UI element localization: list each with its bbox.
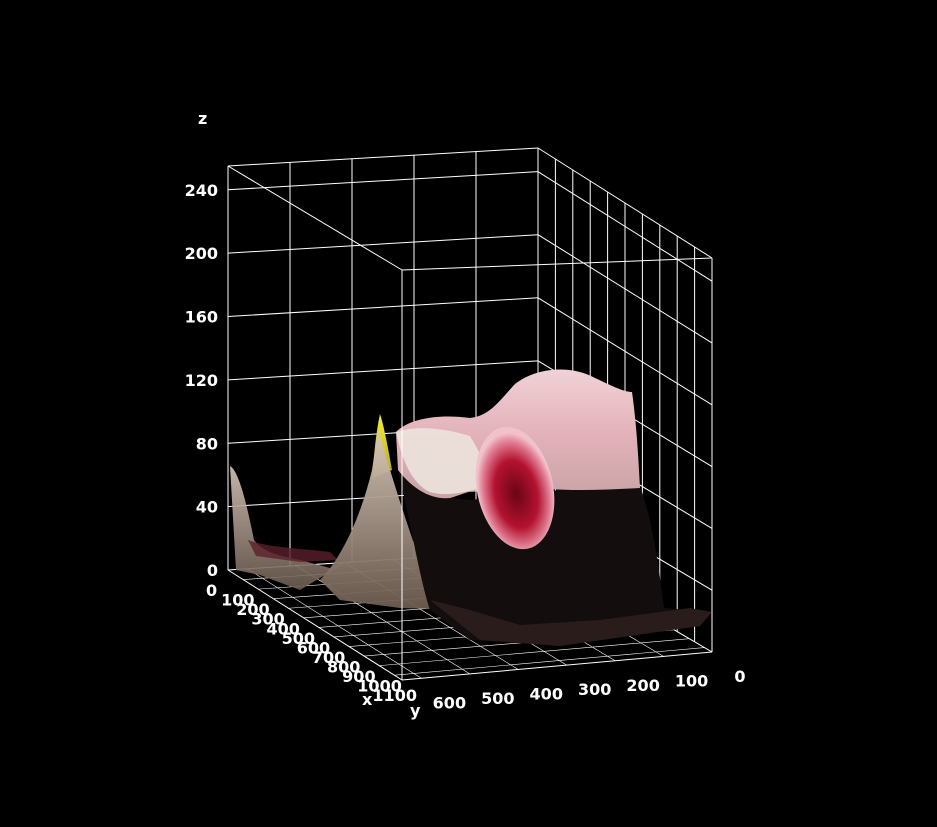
x-tick-label: 1100 xyxy=(372,686,417,705)
surface-mesh xyxy=(230,369,712,646)
x-tick-label: 0 xyxy=(206,581,217,600)
surface-left-band xyxy=(248,540,338,562)
x-tick-label: 1000 xyxy=(357,677,402,696)
z-axis-ticks: 0 40 80 120 160 200 240 xyxy=(185,181,218,580)
z-tick-label: 240 xyxy=(185,181,218,200)
y-tick-label: 200 xyxy=(626,676,659,695)
y-tick-label: 500 xyxy=(481,689,514,708)
z-tick-label: 40 xyxy=(196,498,218,517)
box-edge xyxy=(227,569,403,681)
grid-line-floor xyxy=(379,638,690,666)
x-tick-label: 800 xyxy=(327,658,360,677)
x-tick-label: 700 xyxy=(312,648,345,667)
z-axis-label: z xyxy=(198,109,207,128)
surface-base xyxy=(430,600,712,646)
grid-line-floor xyxy=(394,647,705,676)
grid-line-z xyxy=(227,171,539,191)
surface-tan-peak xyxy=(320,430,470,610)
surface-red-hollow xyxy=(475,426,555,550)
grid-line-floor xyxy=(247,568,422,679)
y-tick-label: 0 xyxy=(734,667,745,686)
grid-line-z xyxy=(227,234,539,254)
front-box-lines xyxy=(227,165,713,681)
surface-left-ridge xyxy=(230,466,350,590)
z-tick-label: 200 xyxy=(185,244,218,263)
z-tick-label: 0 xyxy=(207,561,218,580)
grid-line-top xyxy=(227,147,539,167)
y-tick-label: 100 xyxy=(675,671,708,690)
x-tick-label: 200 xyxy=(236,600,269,619)
y-tick-label: 600 xyxy=(433,693,466,712)
x-tick-label: 300 xyxy=(251,610,284,629)
box-edge xyxy=(227,165,403,271)
z-tick-label: 120 xyxy=(185,371,218,390)
surface-dark-body xyxy=(398,470,710,645)
y-axis-label: y xyxy=(410,701,421,720)
y-tick-label: 300 xyxy=(578,680,611,699)
y-axis-ticks: 0 100 200 300 400 500 600 xyxy=(433,667,746,712)
grid-line-z xyxy=(227,297,539,318)
x-tick-label: 100 xyxy=(221,591,254,610)
y-tick-label: 400 xyxy=(530,685,563,704)
x-tick-label: 900 xyxy=(342,667,375,686)
box-edge xyxy=(401,257,713,271)
x-axis-label: x xyxy=(362,690,373,709)
x-tick-label: 500 xyxy=(282,629,315,648)
x-tick-label: 600 xyxy=(297,638,330,657)
box-edge xyxy=(401,651,713,681)
z-tick-label: 160 xyxy=(185,308,218,327)
x-tick-label: 400 xyxy=(267,619,300,638)
surface-light-band xyxy=(396,428,492,495)
z-tick-label: 80 xyxy=(196,434,218,453)
grid-line-z xyxy=(227,360,539,381)
